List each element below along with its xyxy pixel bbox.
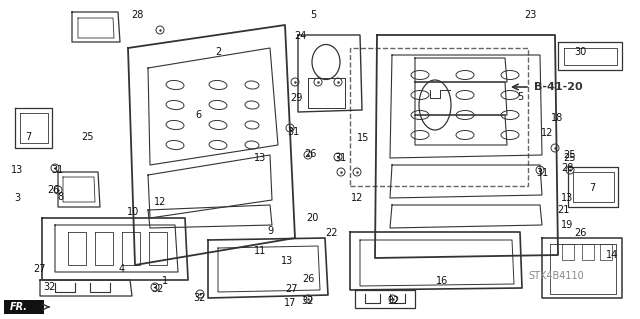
Text: 5: 5	[517, 92, 523, 102]
Text: 10: 10	[127, 207, 139, 217]
Text: 26: 26	[302, 274, 314, 284]
Text: 5: 5	[310, 10, 316, 20]
Text: 32: 32	[151, 284, 163, 294]
Text: 12: 12	[541, 128, 553, 138]
FancyBboxPatch shape	[4, 300, 44, 314]
Text: 31: 31	[334, 153, 346, 163]
Text: 32: 32	[194, 293, 206, 303]
Text: 31: 31	[536, 168, 548, 178]
Text: 3: 3	[14, 193, 20, 203]
Text: 30: 30	[574, 47, 586, 57]
Text: 22: 22	[326, 228, 339, 238]
Text: 23: 23	[524, 10, 536, 20]
Text: 12: 12	[154, 197, 166, 207]
Text: 31: 31	[287, 127, 299, 137]
Text: 26: 26	[47, 185, 59, 195]
Text: 25: 25	[564, 153, 576, 163]
Text: 7: 7	[25, 132, 31, 142]
Text: 4: 4	[119, 264, 125, 274]
Text: 18: 18	[551, 113, 563, 123]
Text: 32: 32	[387, 296, 399, 306]
Text: 28: 28	[561, 163, 573, 173]
Text: 13: 13	[281, 256, 293, 266]
Text: 14: 14	[606, 250, 618, 260]
Text: 2: 2	[215, 47, 221, 57]
Text: 9: 9	[267, 226, 273, 236]
Text: 13: 13	[11, 165, 23, 175]
Text: 15: 15	[357, 133, 369, 143]
Text: 26: 26	[574, 228, 586, 238]
Text: 20: 20	[306, 213, 318, 223]
Text: 24: 24	[294, 31, 306, 41]
Text: 16: 16	[436, 276, 448, 286]
Text: 31: 31	[51, 165, 63, 175]
Text: 7: 7	[589, 183, 595, 193]
Text: STK4B4110: STK4B4110	[528, 271, 584, 281]
Text: 27: 27	[285, 284, 298, 294]
Text: B-41-20: B-41-20	[534, 82, 582, 92]
Text: 11: 11	[254, 246, 266, 256]
Text: 1: 1	[162, 276, 168, 286]
Text: 27: 27	[34, 264, 46, 274]
Text: 19: 19	[561, 220, 573, 230]
Text: 28: 28	[131, 10, 143, 20]
Text: 17: 17	[284, 298, 296, 308]
Text: 6: 6	[195, 110, 201, 120]
Text: 13: 13	[561, 193, 573, 203]
Text: 32: 32	[44, 282, 56, 292]
Text: 26: 26	[304, 149, 316, 159]
Text: 8: 8	[57, 192, 63, 202]
Text: 13: 13	[254, 153, 266, 163]
Text: 21: 21	[557, 205, 569, 215]
Text: 32: 32	[302, 296, 314, 306]
Text: 12: 12	[351, 193, 363, 203]
Text: FR.: FR.	[10, 302, 28, 312]
Text: 25: 25	[564, 150, 576, 160]
Text: 25: 25	[82, 132, 94, 142]
Text: 29: 29	[290, 93, 302, 103]
